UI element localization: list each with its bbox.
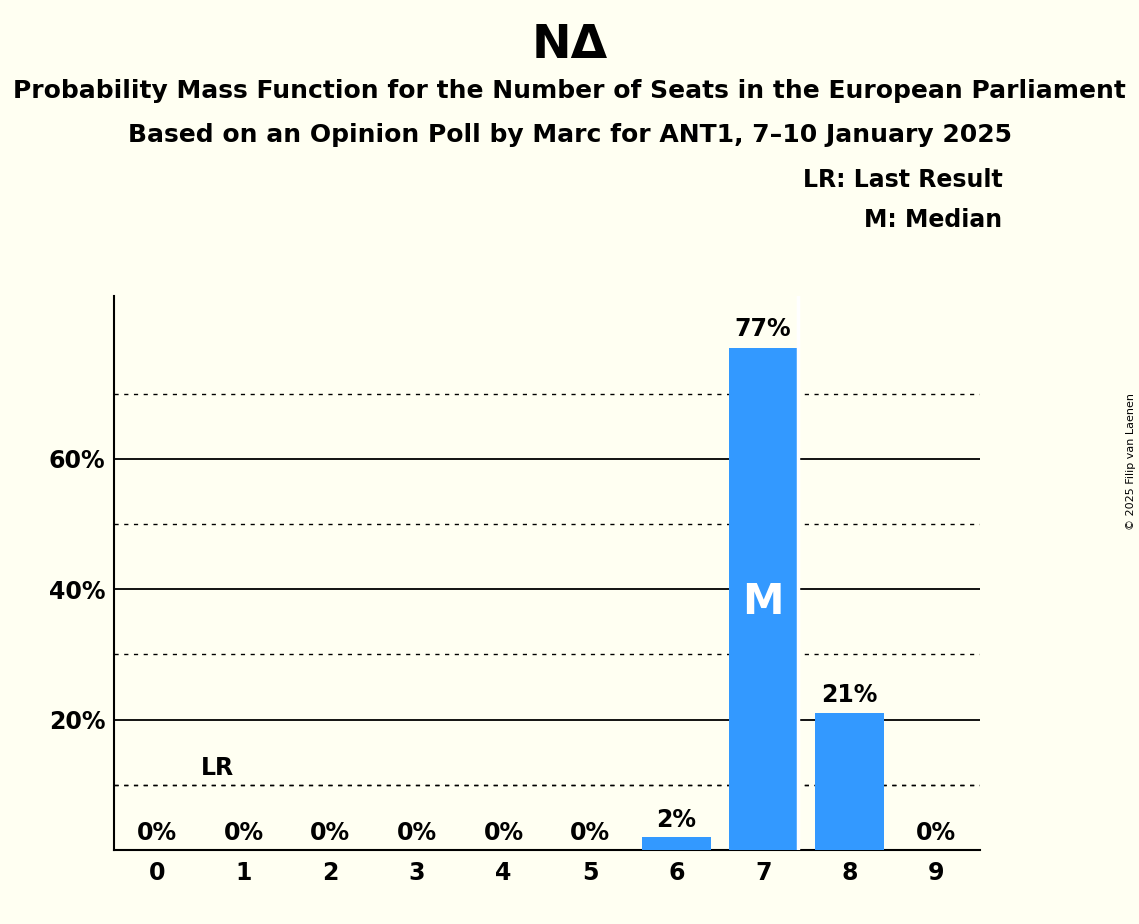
Text: 0%: 0% — [137, 821, 178, 845]
Text: © 2025 Filip van Laenen: © 2025 Filip van Laenen — [1126, 394, 1136, 530]
Bar — [729, 347, 797, 850]
Bar — [642, 837, 711, 850]
Text: 0%: 0% — [483, 821, 524, 845]
Text: 77%: 77% — [735, 317, 792, 341]
Text: LR: LR — [200, 756, 233, 780]
Text: 21%: 21% — [821, 683, 878, 707]
Text: 0%: 0% — [570, 821, 611, 845]
Text: 2%: 2% — [656, 808, 697, 832]
Bar — [816, 713, 884, 850]
Text: M: M — [743, 581, 784, 623]
Text: Based on an Opinion Poll by Marc for ANT1, 7–10 January 2025: Based on an Opinion Poll by Marc for ANT… — [128, 123, 1011, 147]
Text: 0%: 0% — [310, 821, 351, 845]
Text: 0%: 0% — [223, 821, 264, 845]
Text: NΔ: NΔ — [532, 23, 607, 68]
Text: 0%: 0% — [916, 821, 957, 845]
Text: M: Median: M: Median — [865, 208, 1002, 232]
Text: 0%: 0% — [396, 821, 437, 845]
Text: Probability Mass Function for the Number of Seats in the European Parliament: Probability Mass Function for the Number… — [13, 79, 1126, 103]
Text: LR: Last Result: LR: Last Result — [803, 168, 1002, 192]
